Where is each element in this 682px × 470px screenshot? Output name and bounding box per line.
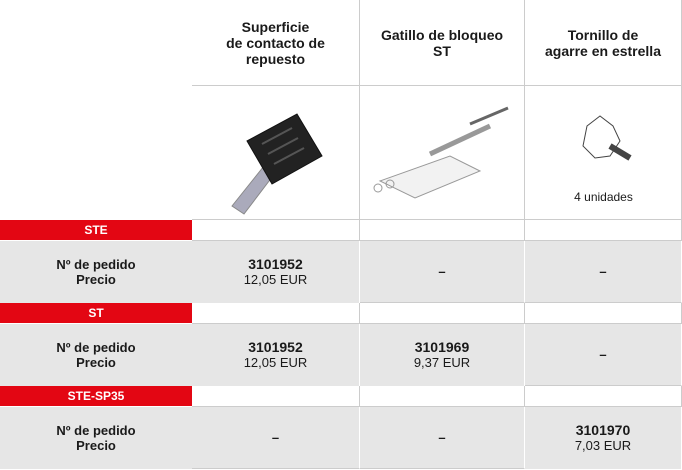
empty-cell [525, 220, 682, 241]
price: 12,05 EUR [192, 355, 360, 386]
order-number: 3101969 [360, 324, 525, 355]
price: 7,03 EUR [525, 438, 682, 469]
empty-cell [360, 386, 525, 407]
order-number: 3101970 [525, 407, 682, 438]
empty-cell [192, 303, 360, 324]
column-header: Superficie de contacto de repuesto [192, 0, 360, 86]
empty-cell [192, 220, 360, 241]
dash-cell: – [525, 324, 682, 386]
group-name: STE-SP35 [0, 386, 192, 407]
row-label: Precio [0, 355, 192, 386]
empty-cell [192, 386, 360, 407]
empty-cell [360, 303, 525, 324]
product-image [231, 113, 323, 215]
group-name: ST [0, 303, 192, 324]
column-header: Gatillo de bloqueo ST [360, 0, 525, 86]
price: 12,05 EUR [192, 272, 360, 303]
column-header: Tornillo de agarre en estrella [525, 0, 682, 86]
empty-cell [525, 303, 682, 324]
row-label: Precio [0, 272, 192, 303]
row-label: Nº de pedido [0, 241, 192, 272]
dash-cell: – [525, 241, 682, 303]
image-cell [360, 86, 525, 220]
dash-cell: – [192, 407, 360, 469]
empty-cell [525, 386, 682, 407]
group-name: STE [0, 220, 192, 241]
dash-cell: – [360, 407, 525, 469]
order-number: 3101952 [192, 241, 360, 272]
image-caption: 4 unidades [574, 190, 633, 204]
row-label: Precio [0, 438, 192, 469]
row-label: Nº de pedido [0, 407, 192, 438]
product-image [373, 106, 509, 199]
dash-cell: – [360, 241, 525, 303]
row-label: Nº de pedido [0, 324, 192, 355]
product-image [582, 115, 632, 161]
price: 9,37 EUR [360, 355, 525, 386]
image-cell [192, 86, 360, 220]
empty-cell [360, 220, 525, 241]
order-number: 3101952 [192, 324, 360, 355]
